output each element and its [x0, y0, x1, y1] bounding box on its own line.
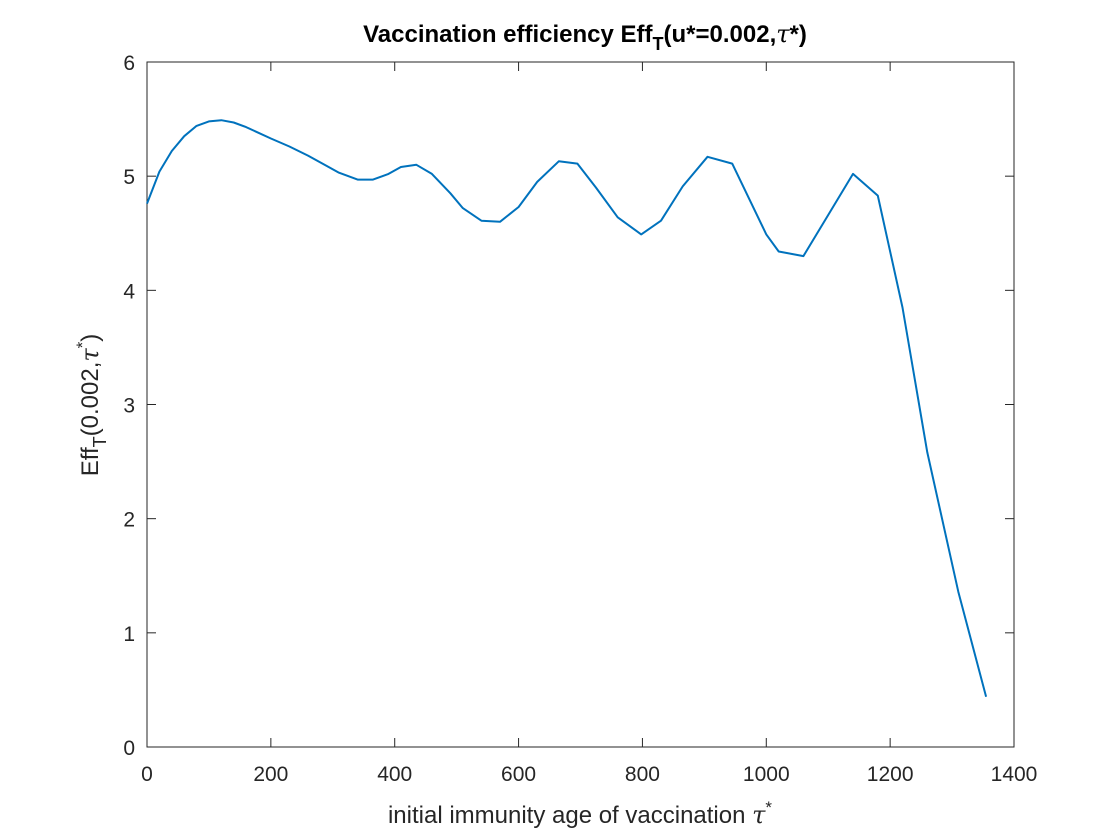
y-tick-label: 2 — [123, 509, 135, 532]
x-axis-label: initial immunity age of vaccination τ* — [388, 798, 772, 829]
chart-title-tail: (u*=0.002, — [664, 21, 777, 48]
x-tick-label: 1000 — [743, 763, 790, 786]
y-tick-label: 3 — [123, 395, 135, 418]
x-tick-label: 1200 — [867, 763, 914, 786]
chart-title-end: *) — [790, 21, 807, 48]
chart-title-tau: τ — [776, 20, 790, 48]
y-tick-label: 5 — [123, 166, 135, 189]
y-axis-label-main: Eff — [77, 447, 104, 476]
x-tick-label: 800 — [625, 763, 660, 786]
chart-title: Vaccination efficiency EffT(u*=0.002,τ*) — [363, 20, 807, 54]
x-tick-label: 400 — [377, 763, 412, 786]
y-axis-label-tail: (0.002, — [77, 362, 104, 437]
x-axis-label-tau: τ — [752, 801, 766, 829]
y-axis-label-star: * — [73, 341, 92, 348]
y-axis-label: EffT(0.002,τ*) — [73, 334, 110, 477]
y-tick-label: 4 — [123, 280, 135, 303]
x-axis-tick-labels: 0 200 400 600 800 1000 1200 1400 — [141, 763, 1037, 786]
x-tick-label: 200 — [253, 763, 288, 786]
x-axis-label-star: * — [765, 798, 772, 817]
y-tick-label: 0 — [123, 737, 135, 760]
chart-title-subscript: T — [653, 34, 664, 54]
series-line — [146, 119, 988, 698]
x-tick-label: 0 — [141, 763, 153, 786]
y-tick-label: 1 — [123, 623, 135, 646]
chart-title-main: Vaccination efficiency Eff — [363, 21, 653, 48]
x-tick-label: 1400 — [991, 763, 1038, 786]
plot-area — [146, 61, 1015, 748]
y-axis-label-subscript: T — [90, 436, 110, 447]
y-tick-label: 6 — [123, 52, 135, 75]
y-axis-tick-labels: 0 1 2 3 4 5 6 — [123, 52, 135, 760]
x-tick-label: 600 — [501, 763, 536, 786]
x-axis-ticks — [146, 62, 1015, 747]
y-axis-label-tau: τ — [76, 348, 104, 362]
y-axis-ticks — [147, 61, 1014, 748]
x-axis-label-main: initial immunity age of vaccination — [388, 802, 752, 829]
y-axis-label-end: ) — [77, 334, 104, 342]
